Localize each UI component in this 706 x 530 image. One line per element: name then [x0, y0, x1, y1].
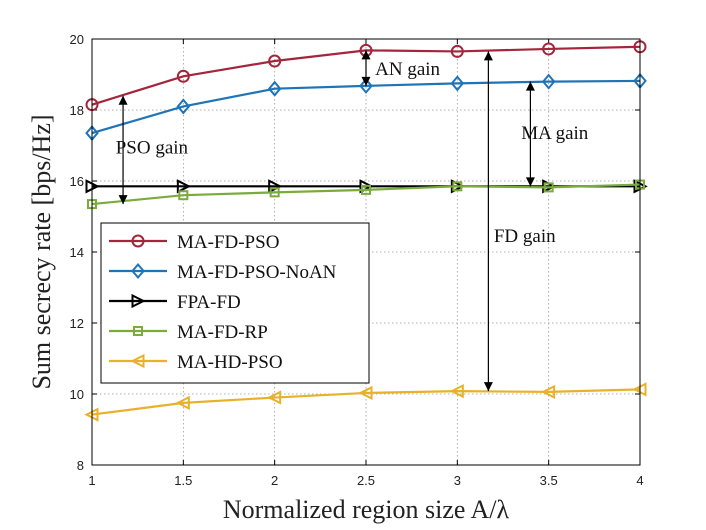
data-point-ma-fd-pso-noan: [359, 77, 373, 94]
legend-entry-ma-hd-pso: MA-HD-PSO: [109, 352, 283, 373]
x-tick-label: 1: [88, 473, 95, 488]
arrow-head: [361, 50, 371, 60]
y-tick-label: 16: [70, 174, 84, 189]
y-tick-label: 18: [70, 103, 84, 118]
x-tick-label: 2.5: [357, 473, 375, 488]
annotation-ma-gain: MA gain: [521, 81, 589, 187]
legend-entry-ma-fd-rp: MA-FD-RP: [109, 322, 268, 343]
x-tick-label: 3: [454, 473, 461, 488]
legend-marker: [131, 234, 145, 248]
data-point-ma-fd-pso: [450, 44, 464, 58]
data-point-ma-fd-pso-noan: [541, 73, 556, 90]
legend-marker: [131, 293, 146, 309]
data-point-ma-hd-pso: [175, 395, 190, 410]
data-point-fpa-fd: [176, 179, 192, 194]
arrow-head: [483, 382, 493, 392]
x-tick-label: 1.5: [174, 473, 192, 488]
series-line-ma-fd-rp: [91, 183, 641, 206]
gain-annotations: AN gain PSO gain MA gain FD gain: [116, 50, 589, 392]
legend-box: [100, 222, 370, 384]
y-tick-label: 12: [70, 316, 84, 331]
data-point-ma-fd-pso-noan: [267, 80, 282, 97]
arrow-head: [483, 51, 493, 61]
data-point-ma-fd-pso: [176, 69, 190, 83]
legend: MA-FD-PSO MA-FD-PSO-NoAN FPA-FD MA-FD-RP MA-…: [100, 222, 370, 384]
arrow-head: [525, 81, 535, 91]
annotation-label: AN gain: [375, 59, 440, 80]
annotation-label: PSO gain: [116, 137, 189, 158]
series-ma-hd-pso: [84, 382, 647, 422]
y-tick-label: 8: [77, 458, 84, 473]
data-point-ma-fd-rp: [178, 190, 189, 201]
data-point-ma-fd-pso: [542, 42, 556, 56]
legend-entry-fpa-fd: FPA-FD: [109, 292, 241, 313]
annotation-an-gain: AN gain: [361, 50, 441, 86]
y-axis-label: Sum secrecy rate [bps/Hz]: [27, 114, 56, 389]
x-axis-label: Normalized region size A/λ: [223, 495, 510, 524]
arrow-head: [361, 76, 371, 86]
data-point-ma-hd-pso: [358, 385, 373, 401]
y-tick-label: 20: [70, 32, 84, 47]
x-tick-label: 3.5: [540, 473, 558, 488]
legend-marker: [133, 326, 143, 336]
arrow-head: [525, 177, 535, 187]
annotation-label: MA gain: [521, 123, 589, 144]
arrow-head: [118, 95, 128, 105]
data-point-ma-fd-rp: [452, 181, 463, 192]
data-point-ma-fd-rp: [543, 182, 554, 193]
arrow-head: [118, 195, 128, 205]
plot-frame: [91, 38, 641, 466]
legend-marker: [130, 353, 145, 369]
data-point-ma-fd-pso: [268, 54, 282, 68]
legend-marker: [131, 262, 145, 280]
legend-label: FPA-FD: [177, 292, 241, 313]
x-tick-label: 4: [636, 473, 643, 488]
legend-entry-ma-fd-pso-noan: MA-FD-PSO-NoAN: [109, 262, 337, 283]
data-point-ma-hd-pso: [449, 384, 464, 399]
legend-label: MA-HD-PSO: [177, 352, 283, 373]
annotation-label: FD gain: [494, 226, 556, 247]
series-line-ma-hd-pso: [91, 388, 641, 416]
data-point-ma-fd-pso-noan: [450, 75, 465, 92]
annotation-pso-gain: PSO gain: [116, 95, 189, 205]
annotation-fd-gain: FD gain: [483, 51, 556, 392]
legend-label: MA-FD-RP: [177, 322, 268, 343]
legend-label: MA-FD-PSO-NoAN: [177, 262, 337, 283]
y-tick-label: 10: [70, 387, 84, 402]
data-point-ma-fd-rp: [269, 187, 280, 198]
data-point-ma-fd-rp: [361, 184, 371, 195]
data-point-ma-hd-pso: [540, 384, 556, 399]
legend-entry-ma-fd-pso: MA-FD-PSO: [109, 232, 279, 253]
y-tick-label: 14: [70, 245, 84, 260]
legend-label: MA-FD-PSO: [177, 232, 279, 253]
data-point-ma-hd-pso: [266, 390, 282, 405]
data-point-ma-fd-pso-noan: [176, 98, 191, 115]
x-tick-label: 2: [271, 473, 278, 488]
